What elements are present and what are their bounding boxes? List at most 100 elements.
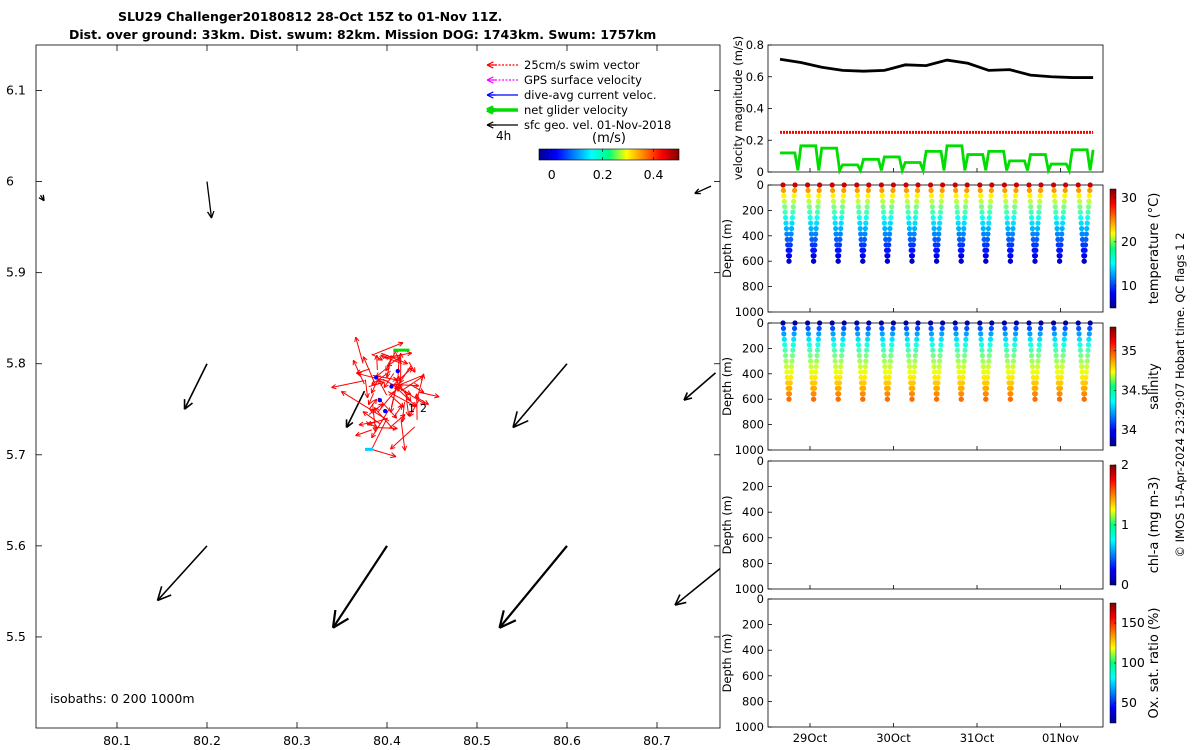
- profile-point: [978, 342, 985, 348]
- colorbar-tick-label: 34.5: [1121, 382, 1149, 397]
- profile-point: [1060, 358, 1066, 364]
- profile-point: [1052, 342, 1058, 348]
- profile-point: [1079, 231, 1085, 237]
- profile-point: [862, 225, 868, 232]
- depth-tick-label: 800: [742, 556, 764, 570]
- profile-point: [910, 380, 916, 386]
- velocity-series: [779, 57, 1095, 176]
- profile-point: [1081, 396, 1087, 402]
- profile-point: [984, 236, 991, 243]
- profile-point: [879, 193, 885, 199]
- profile-point: [814, 353, 820, 359]
- profile-point: [1010, 225, 1016, 232]
- profile-point: [889, 336, 895, 342]
- profile-point: [1026, 187, 1033, 194]
- profile-point: [811, 396, 817, 402]
- depth-tick-label: 400: [742, 505, 764, 519]
- swim-vector: [383, 373, 395, 388]
- legend-arrowhead: [486, 61, 496, 69]
- dive-avg-marker: [383, 408, 388, 414]
- profile-point: [815, 204, 821, 210]
- profile-point: [914, 336, 920, 342]
- profile-point: [937, 353, 943, 359]
- profile-point: [1027, 331, 1033, 337]
- colorbar-tick-label: 0: [1121, 577, 1129, 592]
- profile-point: [1002, 187, 1008, 194]
- profile-point: [782, 342, 788, 348]
- profile-point: [963, 331, 969, 337]
- map-y-tick-label: 6: [6, 174, 14, 189]
- profile-point: [1085, 347, 1091, 353]
- colorbar-tick-label: 100: [1121, 655, 1145, 670]
- profile-axes-box: [767, 598, 1104, 728]
- profile-point: [1033, 242, 1039, 248]
- profile-point: [1010, 358, 1017, 364]
- legend-label: dive-avg current veloc.: [524, 88, 657, 102]
- profile-point: [956, 225, 962, 232]
- profile-point: [858, 231, 864, 237]
- profile-point: [986, 353, 992, 359]
- profile-point: [856, 347, 862, 353]
- profile-point: [1028, 215, 1035, 221]
- swim-vector: [371, 409, 390, 439]
- profile-point: [978, 331, 984, 337]
- profile-point: [1012, 331, 1019, 337]
- profile-point: [1029, 225, 1036, 232]
- profile-point: [789, 220, 795, 226]
- profile-point: [1028, 353, 1035, 359]
- profile-point: [807, 209, 813, 215]
- profile-point: [791, 336, 797, 342]
- profile-point: [1084, 220, 1090, 226]
- profile-point: [1061, 342, 1067, 348]
- profile-point: [1038, 182, 1044, 188]
- profile-point: [813, 369, 819, 375]
- profile-point: [1013, 325, 1019, 332]
- profile-point: [984, 242, 990, 248]
- profile-point: [1084, 225, 1090, 232]
- profile-point: [788, 363, 795, 370]
- velocity-tick-label: 0: [757, 165, 764, 179]
- profile-point: [1054, 220, 1060, 226]
- profile-point: [910, 242, 916, 248]
- profile-point: [1012, 204, 1018, 210]
- profile-point: [833, 231, 839, 237]
- profile-point: [911, 225, 918, 232]
- colorbar-label: chl-a (mg m-3): [1147, 477, 1162, 574]
- profile-panel-oxygen: 0 200 400 600 800 1000 Depth (m) 50 100 150 Ox. sa…: [720, 592, 1162, 734]
- profile-point: [791, 325, 798, 332]
- depth-axis-label: Depth (m): [720, 496, 734, 555]
- profile-point: [807, 215, 813, 221]
- profile-point: [1032, 396, 1038, 402]
- profile-point: [1054, 363, 1060, 370]
- profile-point: [865, 193, 871, 199]
- profile-point: [833, 363, 839, 370]
- profile-point: [1028, 342, 1034, 348]
- profile-point: [1087, 325, 1093, 332]
- profile-point: [961, 220, 967, 226]
- profile-point: [830, 325, 836, 332]
- profile-point: [930, 347, 936, 353]
- profile-point: [1011, 353, 1017, 359]
- profile-panel-temperature: 0 200 400 600 800 1000 Depth (m) 10 20 30 temperat…: [720, 178, 1162, 319]
- legend-arrowhead: [486, 76, 496, 84]
- swim-vector: [354, 336, 364, 364]
- velocity-tick-label: 0.6: [746, 70, 764, 84]
- profile-point: [780, 187, 787, 194]
- profile-point: [939, 187, 945, 194]
- profile-point: [856, 209, 862, 215]
- profile-point: [829, 182, 835, 188]
- profile-point: [879, 325, 885, 332]
- profile-point: [830, 336, 837, 342]
- depth-tick-label: 200: [742, 480, 764, 494]
- profile-point: [1008, 385, 1014, 391]
- profile-point: [960, 236, 966, 243]
- profile-point: [953, 336, 960, 342]
- profile-point: [953, 331, 959, 337]
- profile-point: [1051, 320, 1057, 326]
- profile-point: [840, 336, 846, 342]
- profile-point: [1075, 320, 1081, 326]
- profile-point: [830, 198, 837, 204]
- profile-point: [1037, 193, 1043, 199]
- profile-point: [1026, 182, 1032, 188]
- profile-point: [839, 204, 846, 210]
